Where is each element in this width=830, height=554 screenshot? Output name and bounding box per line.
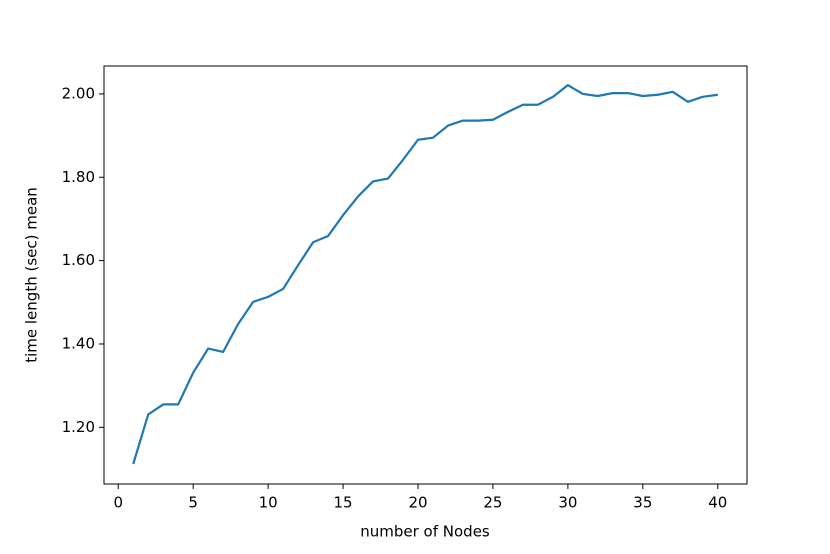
x-tick-label: 20 xyxy=(408,494,427,512)
y-tick-label: 2.00 xyxy=(62,84,95,102)
x-axis-label: number of Nodes xyxy=(360,523,490,541)
y-tick-label: 1.40 xyxy=(62,334,95,352)
x-tick-label: 25 xyxy=(483,494,502,512)
x-tick-label: 0 xyxy=(113,494,123,512)
x-tick-label: 10 xyxy=(259,494,278,512)
x-tick-label: 5 xyxy=(188,494,198,512)
y-tick-label: 1.60 xyxy=(62,251,95,269)
x-tick-label: 40 xyxy=(708,494,727,512)
y-tick-label: 1.20 xyxy=(62,418,95,436)
data-line xyxy=(132,84,718,465)
x-tick-label: 30 xyxy=(558,494,577,512)
y-axis-label: time length (sec) mean xyxy=(23,187,41,363)
y-tick-label: 1.80 xyxy=(62,168,95,186)
plot-frame xyxy=(103,65,748,485)
x-tick-label: 35 xyxy=(633,494,652,512)
x-tick-label: 15 xyxy=(334,494,353,512)
